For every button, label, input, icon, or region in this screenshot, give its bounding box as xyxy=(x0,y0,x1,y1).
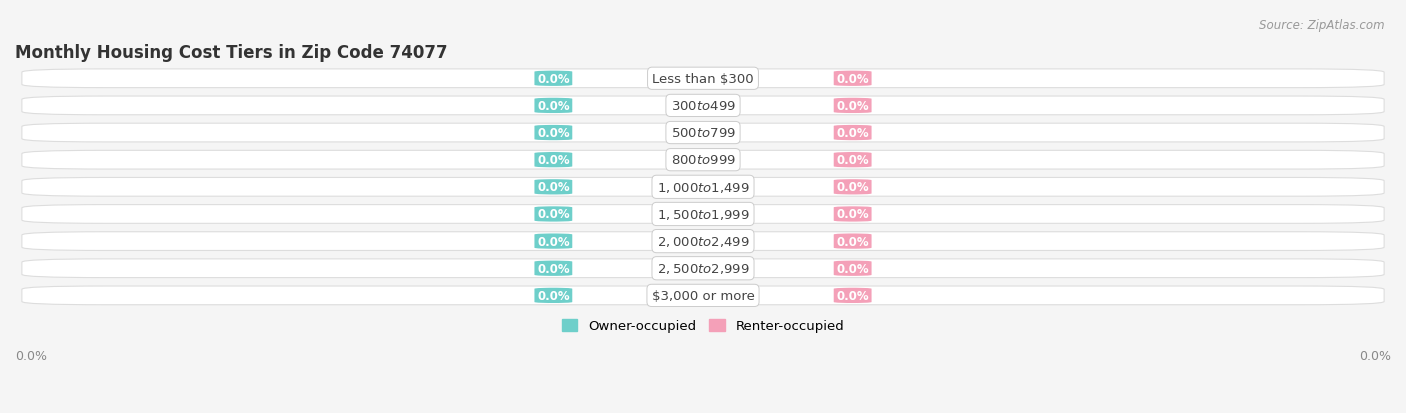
Text: Source: ZipAtlas.com: Source: ZipAtlas.com xyxy=(1260,19,1385,31)
FancyBboxPatch shape xyxy=(834,98,872,114)
Text: 0.0%: 0.0% xyxy=(537,100,569,113)
Text: 0.0%: 0.0% xyxy=(537,235,569,248)
Text: $300 to $499: $300 to $499 xyxy=(671,100,735,113)
FancyBboxPatch shape xyxy=(534,288,572,304)
FancyBboxPatch shape xyxy=(22,151,1384,170)
FancyBboxPatch shape xyxy=(834,261,872,276)
FancyBboxPatch shape xyxy=(22,259,1384,278)
Text: 0.0%: 0.0% xyxy=(837,100,869,113)
Text: $3,000 or more: $3,000 or more xyxy=(651,289,755,302)
Text: 0.0%: 0.0% xyxy=(1360,349,1391,362)
FancyBboxPatch shape xyxy=(22,205,1384,224)
FancyBboxPatch shape xyxy=(834,126,872,141)
FancyBboxPatch shape xyxy=(22,286,1384,305)
FancyBboxPatch shape xyxy=(834,288,872,304)
FancyBboxPatch shape xyxy=(22,232,1384,251)
FancyBboxPatch shape xyxy=(534,152,572,168)
Text: 0.0%: 0.0% xyxy=(537,208,569,221)
Legend: Owner-occupied, Renter-occupied: Owner-occupied, Renter-occupied xyxy=(557,314,849,338)
FancyBboxPatch shape xyxy=(534,180,572,195)
Text: 0.0%: 0.0% xyxy=(537,289,569,302)
FancyBboxPatch shape xyxy=(534,207,572,222)
Text: 0.0%: 0.0% xyxy=(537,127,569,140)
Text: 0.0%: 0.0% xyxy=(837,73,869,85)
Text: 0.0%: 0.0% xyxy=(837,235,869,248)
Text: Monthly Housing Cost Tiers in Zip Code 74077: Monthly Housing Cost Tiers in Zip Code 7… xyxy=(15,44,447,62)
Text: $800 to $999: $800 to $999 xyxy=(671,154,735,167)
Text: 0.0%: 0.0% xyxy=(837,127,869,140)
FancyBboxPatch shape xyxy=(22,97,1384,116)
Text: 0.0%: 0.0% xyxy=(537,181,569,194)
Text: 0.0%: 0.0% xyxy=(15,349,46,362)
Text: $1,000 to $1,499: $1,000 to $1,499 xyxy=(657,180,749,195)
FancyBboxPatch shape xyxy=(22,70,1384,88)
FancyBboxPatch shape xyxy=(534,261,572,276)
Text: 0.0%: 0.0% xyxy=(837,208,869,221)
Text: 0.0%: 0.0% xyxy=(837,154,869,167)
Text: 0.0%: 0.0% xyxy=(837,262,869,275)
FancyBboxPatch shape xyxy=(22,178,1384,197)
Text: Less than $300: Less than $300 xyxy=(652,73,754,85)
Text: $2,000 to $2,499: $2,000 to $2,499 xyxy=(657,235,749,249)
Text: 0.0%: 0.0% xyxy=(537,262,569,275)
FancyBboxPatch shape xyxy=(534,126,572,141)
FancyBboxPatch shape xyxy=(834,207,872,222)
Text: 0.0%: 0.0% xyxy=(537,73,569,85)
FancyBboxPatch shape xyxy=(534,234,572,249)
FancyBboxPatch shape xyxy=(834,180,872,195)
FancyBboxPatch shape xyxy=(834,152,872,168)
Text: $500 to $799: $500 to $799 xyxy=(671,127,735,140)
Text: 0.0%: 0.0% xyxy=(837,181,869,194)
FancyBboxPatch shape xyxy=(834,234,872,249)
Text: $1,500 to $1,999: $1,500 to $1,999 xyxy=(657,207,749,221)
Text: $2,500 to $2,999: $2,500 to $2,999 xyxy=(657,261,749,275)
Text: 0.0%: 0.0% xyxy=(537,154,569,167)
FancyBboxPatch shape xyxy=(834,71,872,87)
FancyBboxPatch shape xyxy=(534,98,572,114)
FancyBboxPatch shape xyxy=(22,124,1384,142)
Text: 0.0%: 0.0% xyxy=(837,289,869,302)
FancyBboxPatch shape xyxy=(534,71,572,87)
